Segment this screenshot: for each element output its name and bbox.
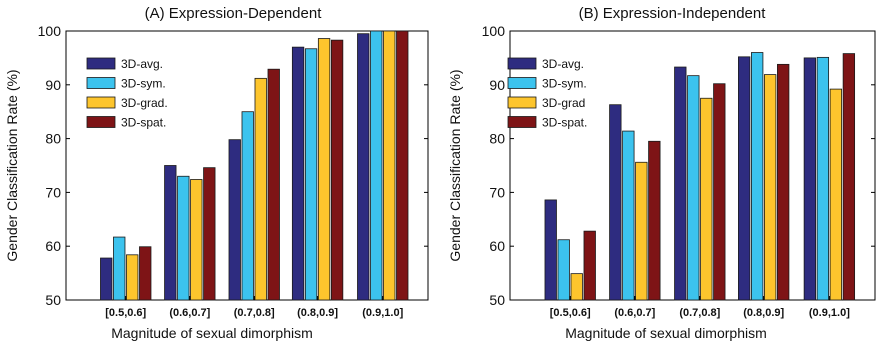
chart-panel-a: 50 60 70 80 90 100 [0.5,0.6] (0.6,0.7] (0.7,0.8]…: [4, 5, 429, 341]
y-tick-label: 70: [489, 184, 505, 200]
y-tick-label: 80: [489, 131, 505, 147]
x-axis-label: Magnitude of sexual dimorphism: [111, 325, 313, 341]
y-tick-label: 60: [45, 238, 61, 254]
y-axis-label: Gender Classification Rate (%): [4, 69, 20, 261]
chart-title: (A) Expression-Dependent: [145, 5, 323, 22]
bar: [203, 167, 216, 301]
y-tick-label: 80: [45, 131, 61, 147]
bar: [254, 77, 267, 301]
bar: [713, 83, 726, 301]
legend-label: 3D-grad.: [121, 96, 168, 110]
legend-label: 3D-avg.: [542, 57, 584, 71]
bar: [126, 254, 139, 301]
bar: [241, 111, 254, 301]
legend-swatch: [507, 116, 537, 128]
y-tick-label: 50: [45, 292, 61, 308]
bar: [816, 56, 830, 301]
bar: [751, 52, 764, 301]
legend-label: 3D-avg.: [121, 57, 163, 71]
bar: [764, 74, 777, 301]
bar: [370, 30, 383, 301]
y-tick-label: 100: [482, 23, 506, 39]
bar: [330, 39, 344, 301]
legend-swatch: [86, 96, 116, 109]
x-tick-label: [0.5,0.6]: [105, 307, 146, 319]
bar: [583, 230, 596, 301]
bar: [113, 236, 126, 301]
legend-swatch: [507, 96, 537, 109]
legend-swatch: [86, 77, 116, 89]
bar: [635, 161, 648, 301]
x-tick-label: (0.7,0.8]: [679, 307, 720, 319]
x-tick-label: (0.6,0.7]: [614, 307, 655, 319]
bar: [803, 57, 817, 301]
y-tick-label: 90: [489, 77, 505, 93]
legend-label: 3D-grad: [542, 96, 585, 110]
legend-label: 3D-spat.: [542, 116, 587, 130]
legend-swatch: [507, 57, 537, 70]
legend-label: 3D-spat.: [121, 116, 166, 130]
bar: [291, 46, 305, 301]
legend-swatch: [86, 116, 116, 128]
x-tick-label: (0.9,1.0]: [809, 307, 850, 319]
x-tick-label: (0.8,0.9]: [297, 307, 338, 319]
bar: [674, 66, 687, 301]
bar: [544, 199, 557, 301]
bar: [190, 179, 203, 301]
bar: [304, 48, 318, 301]
y-tick-label: 60: [489, 238, 505, 254]
bar: [139, 246, 152, 301]
x-tick-label: [0.5,0.6]: [550, 307, 591, 319]
legend-swatch: [86, 57, 116, 70]
x-tick-label: (0.6,0.7]: [169, 307, 210, 319]
bar: [267, 68, 280, 301]
y-tick-label: 50: [489, 292, 505, 308]
bar: [842, 53, 856, 301]
bar: [228, 139, 241, 301]
x-tick-label: (0.7,0.8]: [234, 307, 275, 319]
bar: [738, 56, 751, 301]
bar: [164, 165, 177, 301]
bar: [570, 273, 583, 301]
y-axis-label: Gender Classification Rate (%): [447, 69, 463, 261]
y-tick-label: 100: [38, 23, 62, 39]
y-tick-label: 90: [45, 77, 61, 93]
bar: [829, 88, 843, 301]
y-tick-label: 70: [45, 184, 61, 200]
chart-title: (B) Expression-Independent: [579, 5, 767, 22]
legend: 3D-avg. 3D-sym. 3D-grad 3D-spat.: [507, 57, 587, 130]
bar: [100, 257, 113, 301]
x-tick-label: (0.8,0.9]: [743, 307, 784, 319]
legend-label: 3D-sym.: [121, 77, 166, 91]
bar: [609, 104, 622, 301]
x-tick-label: (0.9,1.0]: [362, 307, 403, 319]
legend-label: 3D-sym.: [542, 77, 587, 91]
x-axis-label: Magnitude of sexual dimorphism: [565, 325, 767, 341]
legend-swatch: [507, 77, 537, 89]
bar: [317, 38, 331, 301]
bar: [557, 239, 570, 301]
legend: 3D-avg. 3D-sym. 3D-grad. 3D-spat.: [86, 57, 168, 130]
bar: [700, 97, 713, 301]
bar: [687, 75, 700, 301]
bar: [177, 175, 190, 301]
chart-panel-b: 50 60 70 80 90 100 [0.5,0.6] (0.6,0.7] (0.7,0.8]…: [447, 5, 876, 341]
bar: [622, 130, 635, 301]
bar: [383, 30, 396, 301]
bar: [396, 30, 409, 301]
bar: [357, 33, 370, 301]
bar: [648, 140, 661, 301]
bar: [777, 63, 790, 301]
